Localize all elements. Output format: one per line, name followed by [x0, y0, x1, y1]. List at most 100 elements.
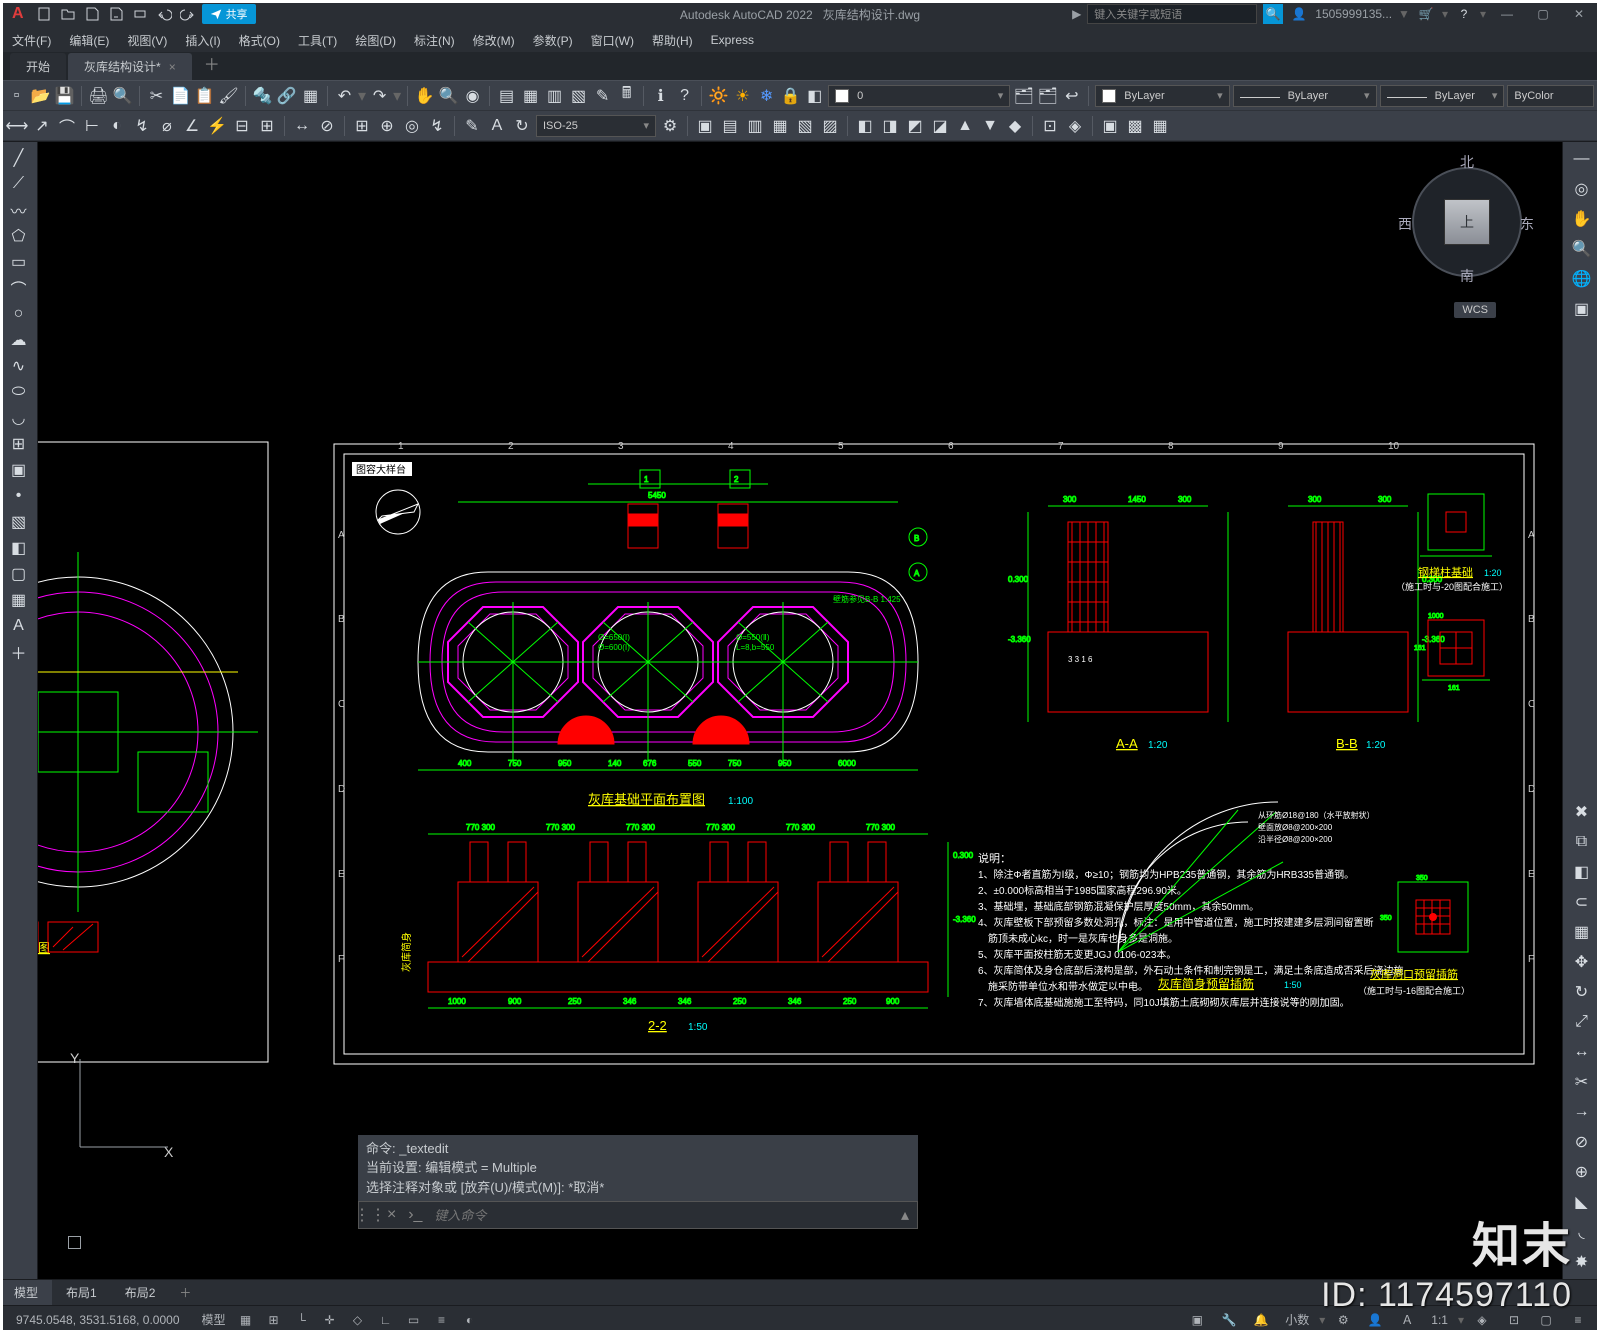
help-icon[interactable]: ? [1454, 4, 1474, 24]
layer-dropdown[interactable]: 0▾ [828, 85, 1010, 107]
draw-block-icon[interactable]: ▣ [4, 458, 34, 482]
mod-trim-icon[interactable]: ✂ [1567, 1069, 1597, 1095]
nav-close-icon[interactable]: — [1567, 146, 1597, 172]
draw-addsel-icon[interactable]: ＋ [4, 640, 34, 664]
draw-ellipse-icon[interactable]: ⬭ [4, 380, 34, 404]
cmd-close-icon[interactable]: × [381, 1206, 402, 1224]
qat-save-icon[interactable] [82, 4, 102, 24]
tb-dc-icon[interactable]: ▦ [520, 85, 541, 107]
draw-revcloud-icon[interactable]: ☁ [4, 328, 34, 352]
drawing-canvas[interactable]: ABC DEF ABC DEF 123 456 789 10 图容大样台 [38, 142, 1562, 1279]
draw-hatch-icon[interactable]: ▧ [4, 510, 34, 534]
nav-orbit-icon[interactable]: 🌐 [1567, 266, 1597, 292]
cmd-recent-icon[interactable]: ▴ [893, 1205, 917, 1225]
tb-orbit-icon[interactable]: ◉ [462, 85, 483, 107]
sb-snap-icon[interactable]: ⊞ [260, 1309, 288, 1331]
color-dropdown[interactable]: ByLayer▾ [1095, 85, 1229, 107]
nav-showmotion-icon[interactable]: ▣ [1567, 296, 1597, 322]
minimize-icon[interactable]: — [1492, 4, 1522, 24]
cmark-icon[interactable]: ⊕ [376, 115, 398, 137]
mod-stretch-icon[interactable]: ↔ [1567, 1039, 1597, 1065]
t3-13-icon[interactable]: ◆ [1004, 115, 1026, 137]
qat-redo-icon[interactable] [178, 4, 198, 24]
mod-copy-icon[interactable]: ⧉ [1567, 829, 1597, 855]
wcs-badge[interactable]: WCS [1454, 302, 1496, 318]
tb-tp-icon[interactable]: ▥ [544, 85, 565, 107]
layout-tab-1[interactable]: 布局1 [52, 1280, 111, 1305]
t3-10-icon[interactable]: ◪ [929, 115, 951, 137]
sb-ann-icon[interactable]: 🔔 [1247, 1309, 1275, 1331]
menu-view[interactable]: 视图(V) [127, 32, 167, 49]
qat-plot-icon[interactable] [130, 4, 150, 24]
user-name[interactable]: 1505999135... [1315, 7, 1392, 21]
appstore-icon[interactable]: 🛒 [1416, 4, 1436, 24]
dim-ang-icon[interactable]: ∠ [181, 115, 203, 137]
layout-add-icon[interactable]: ＋ [169, 1280, 201, 1305]
draw-arc-icon[interactable]: ⌒ [4, 276, 34, 300]
mod-scale-icon[interactable]: ⤢ [1567, 1009, 1597, 1035]
t3-18-icon[interactable]: ▦ [1149, 115, 1171, 137]
tb-laymgr-icon[interactable]: 🗂 [1013, 85, 1034, 107]
draw-gradient-icon[interactable]: ◧ [4, 536, 34, 560]
help-search[interactable]: 键入关键字或短语 [1087, 4, 1257, 24]
menu-dim[interactable]: 标注(N) [414, 32, 455, 49]
mod-offset-icon[interactable]: ⊂ [1567, 889, 1597, 915]
user-dropdown-icon[interactable]: ▼ [1398, 7, 1410, 21]
mod-break-icon[interactable]: ⊘ [1567, 1129, 1597, 1155]
draw-insert-icon[interactable]: ⊞ [4, 432, 34, 456]
t3-01-icon[interactable]: ▣ [694, 115, 716, 137]
sb-units[interactable]: 小数 [1279, 1311, 1315, 1328]
viewcube-north[interactable]: 北 [1460, 152, 1474, 172]
draw-table-icon[interactable]: ▦ [4, 588, 34, 612]
viewcube-south[interactable]: 南 [1460, 266, 1474, 286]
dim-base-icon[interactable]: ⊟ [231, 115, 253, 137]
mod-move-icon[interactable]: ✥ [1567, 949, 1597, 975]
dim-ord-icon[interactable]: ⊢ [81, 115, 103, 137]
t3-11-icon[interactable]: ▲ [954, 115, 976, 137]
mod-array-icon[interactable]: ▦ [1567, 919, 1597, 945]
menu-param[interactable]: 参数(P) [533, 32, 573, 49]
nav-wheel-icon[interactable]: ◎ [1567, 176, 1597, 202]
sb-osnap-icon[interactable]: ◇ [344, 1309, 372, 1331]
layout-tab-2[interactable]: 布局2 [111, 1280, 170, 1305]
tab-document[interactable]: 灰库结构设计*× [68, 53, 192, 80]
command-line[interactable]: ⋮⋮ × ›_ ▴ [358, 1201, 918, 1229]
dim-upd-icon[interactable]: ↻ [511, 115, 533, 137]
dimstyle-mgr-icon[interactable]: ⚙ [659, 115, 681, 137]
tb-markup-icon[interactable]: ✎ [592, 85, 613, 107]
tb-prop-icon[interactable]: ▤ [496, 85, 517, 107]
close-icon[interactable]: ✕ [1564, 4, 1594, 24]
t3-03-icon[interactable]: ▥ [744, 115, 766, 137]
draw-region-icon[interactable]: ▢ [4, 562, 34, 586]
tb-table-icon[interactable]: ▦ [300, 85, 321, 107]
draw-polygon-icon[interactable]: ⬠ [4, 224, 34, 248]
dim-aligned-icon[interactable]: ↗ [31, 115, 53, 137]
menu-format[interactable]: 格式(O) [239, 32, 280, 49]
mod-rotate-icon[interactable]: ↻ [1567, 979, 1597, 1005]
tb-undo-icon[interactable]: ↶ [334, 85, 355, 107]
tb-laymcur-icon[interactable]: 🗂 [1037, 85, 1058, 107]
lineweight-dropdown[interactable]: ByLayer▾ [1380, 85, 1505, 107]
dim-jog-icon[interactable]: ↯ [131, 115, 153, 137]
t3-07-icon[interactable]: ◧ [854, 115, 876, 137]
cmd-handle-icon[interactable]: ⋮⋮ [359, 1205, 381, 1225]
tb-b-icon[interactable]: ? [674, 85, 695, 107]
sb-grid-icon[interactable]: ▦ [232, 1309, 260, 1331]
sb-otrack-icon[interactable]: ∟ [372, 1309, 400, 1331]
layout-tab-model[interactable]: 模型 [0, 1280, 52, 1305]
viewcube-east[interactable]: 东 [1520, 214, 1534, 234]
tb-save-icon[interactable]: 💾 [54, 85, 75, 107]
dim-tedit-icon[interactable]: A [486, 115, 508, 137]
sb-ortho-icon[interactable]: └ [288, 1309, 316, 1331]
dim-break-icon[interactable]: ⊘ [316, 115, 338, 137]
menu-file[interactable]: 文件(F) [12, 32, 51, 49]
tb-cut-icon[interactable]: ✂ [146, 85, 167, 107]
tb-xref-icon[interactable]: 🔗 [276, 85, 297, 107]
sb-ws-icon[interactable]: 🔧 [1215, 1309, 1243, 1331]
tb-layeriso-icon[interactable]: 🔆 [708, 85, 729, 107]
app-logo[interactable]: A [6, 5, 30, 23]
menu-draw[interactable]: 绘图(D) [355, 32, 396, 49]
nav-pan-icon[interactable]: ✋ [1567, 206, 1597, 232]
tb-copy-icon[interactable]: 📄 [170, 85, 191, 107]
t3-02-icon[interactable]: ▤ [719, 115, 741, 137]
